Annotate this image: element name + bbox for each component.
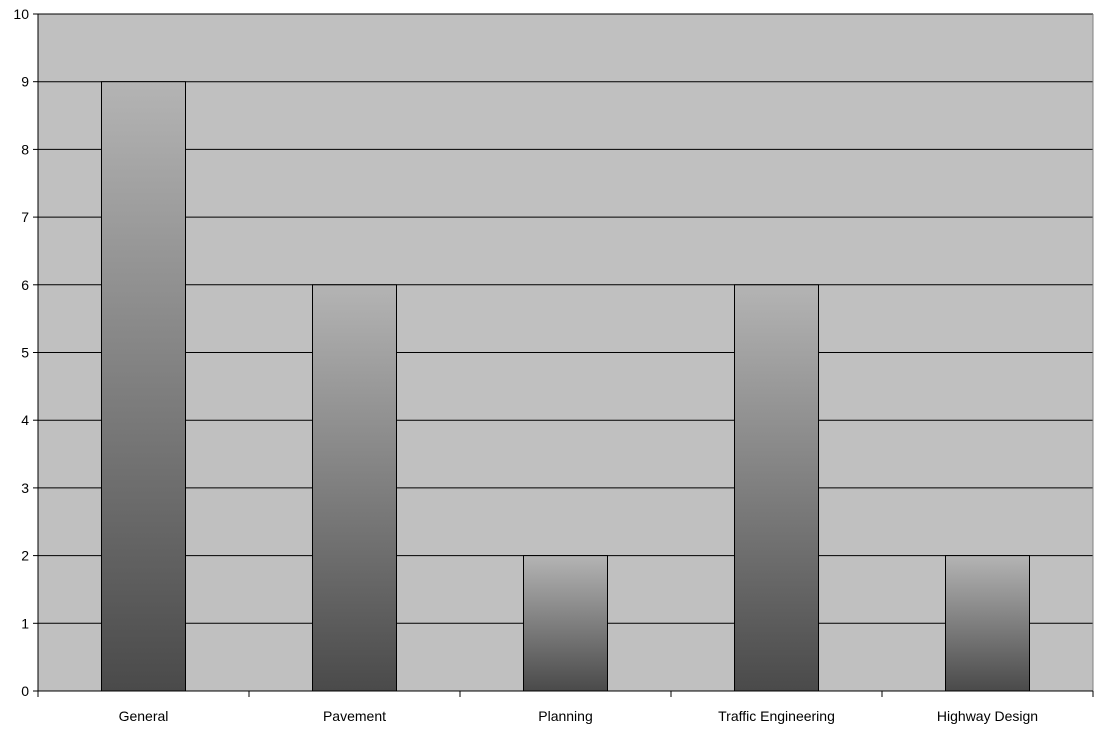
axes bbox=[33, 13, 1094, 697]
bar-general bbox=[101, 81, 186, 692]
y-tick-label: 3 bbox=[21, 480, 29, 496]
x-tick-label: Planning bbox=[538, 708, 593, 724]
x-tick-label: Highway Design bbox=[937, 708, 1038, 724]
x-tick-label: Traffic Engineering bbox=[718, 708, 835, 724]
y-tick-labels: 0 1 2 3 4 5 6 7 8 9 10 bbox=[13, 6, 29, 699]
y-tick-label: 9 bbox=[21, 74, 29, 90]
x-tick-label: General bbox=[119, 708, 169, 724]
y-tick-label: 7 bbox=[21, 209, 29, 225]
y-tick-label: 10 bbox=[13, 6, 29, 22]
bar-pavement bbox=[312, 284, 397, 692]
y-tick-label: 2 bbox=[21, 548, 29, 564]
y-tick-label: 8 bbox=[21, 141, 29, 157]
bar-planning bbox=[523, 555, 608, 692]
y-tick-label: 1 bbox=[21, 615, 29, 631]
y-tick-label: 0 bbox=[21, 683, 29, 699]
bar-traffic-engineering bbox=[734, 284, 819, 692]
y-tick-label: 5 bbox=[21, 345, 29, 361]
y-tick-label: 6 bbox=[21, 277, 29, 293]
y-tick-label: 4 bbox=[21, 412, 29, 428]
x-tick-labels: General Pavement Planning Traffic Engineeri… bbox=[119, 708, 1038, 724]
x-tick-label: Pavement bbox=[323, 708, 386, 724]
bar-highway-design bbox=[945, 555, 1030, 692]
bars bbox=[101, 81, 1030, 692]
